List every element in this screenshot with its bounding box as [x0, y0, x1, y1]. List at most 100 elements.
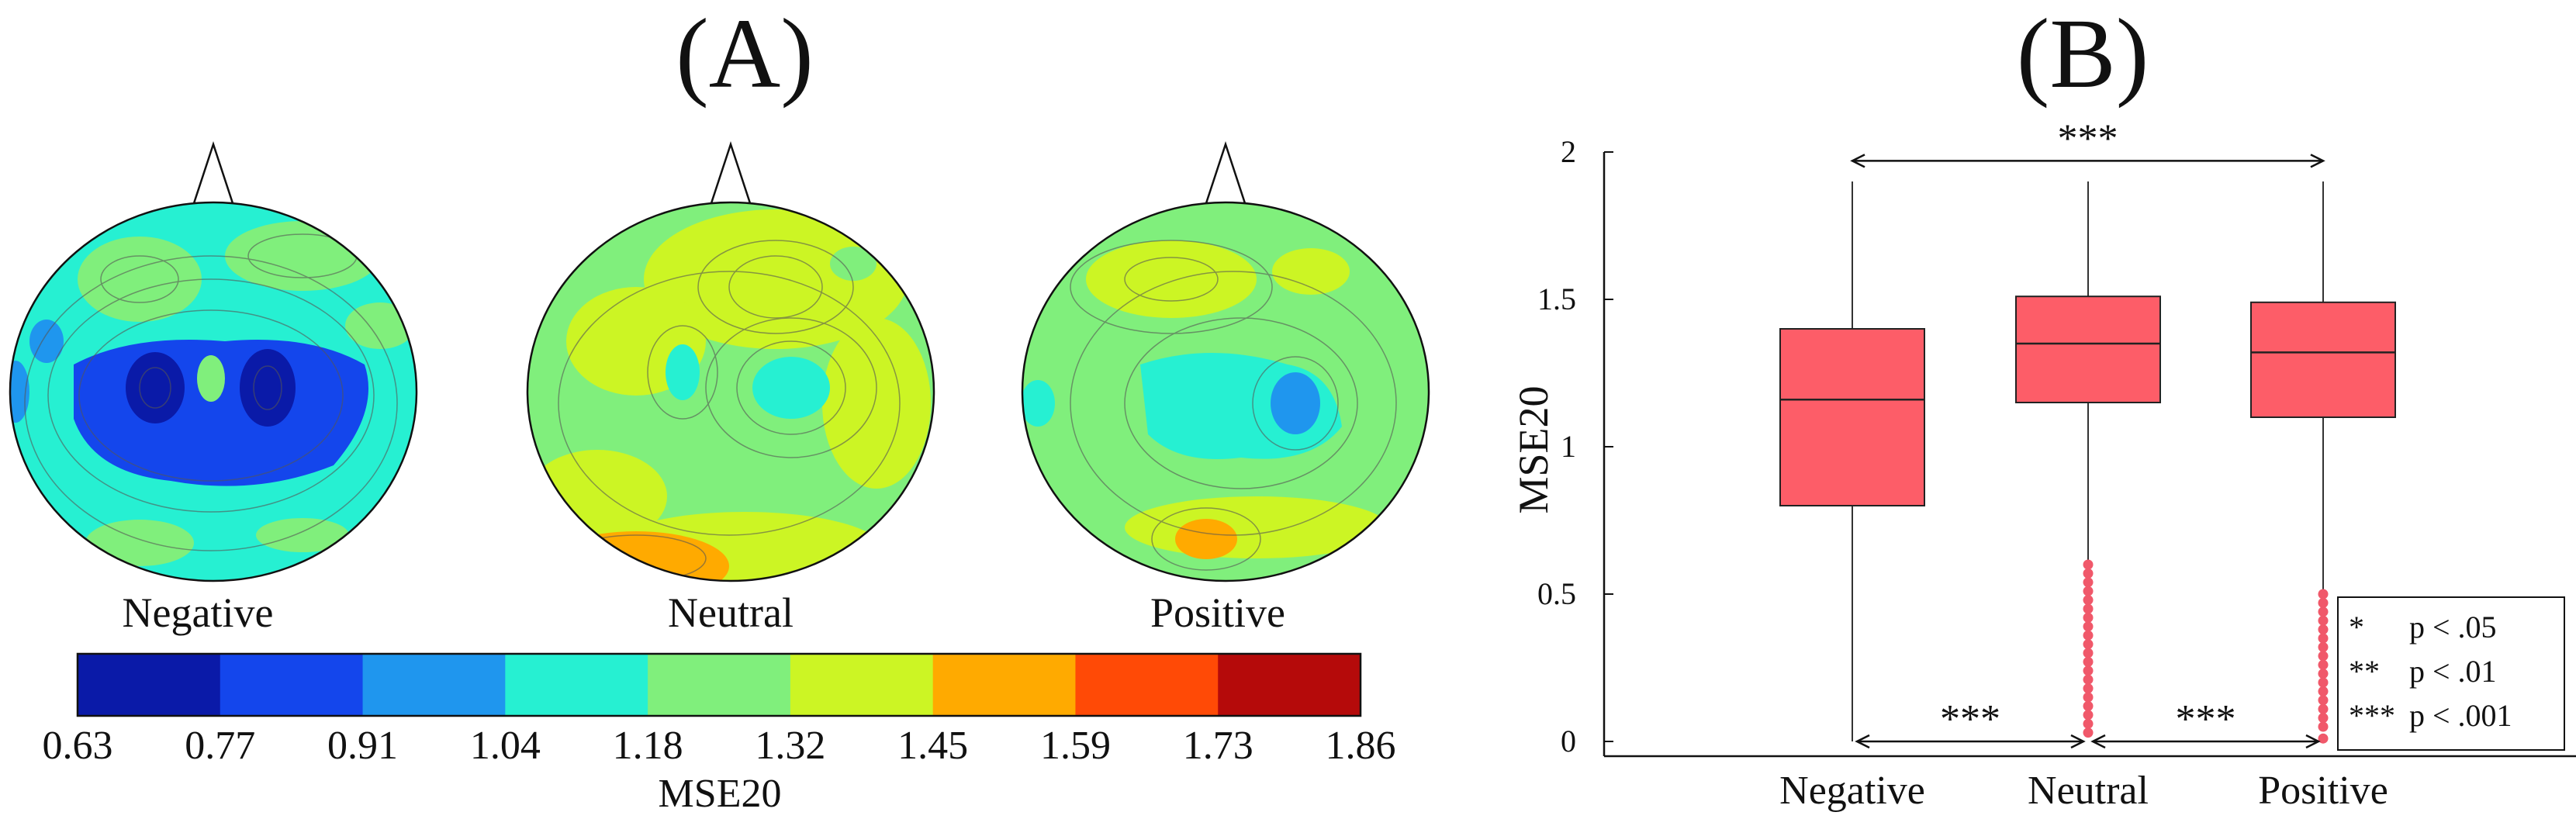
- outlier-point: [2083, 568, 2094, 579]
- colorbar-label: MSE20: [659, 772, 782, 816]
- significance-label: ***: [2176, 697, 2236, 741]
- colorbar-cells: [78, 654, 1361, 716]
- topomap-negative: Negative: [9, 140, 418, 636]
- outlier-point: [2318, 659, 2329, 670]
- significance-legend: * p < .05 ** p < .01 *** p < .001: [2337, 596, 2565, 751]
- outlier-point: [2083, 639, 2094, 650]
- outlier-point: [2083, 612, 2094, 623]
- legend-stars: ***: [2349, 698, 2395, 733]
- colorbar-cell: [220, 654, 364, 716]
- colorbar-cell: [790, 654, 934, 716]
- outlier-point: [2083, 648, 2094, 658]
- legend-text: p < .001: [2409, 698, 2512, 733]
- outlier-point: [2083, 577, 2094, 588]
- colorbar-cell: [1075, 654, 1219, 716]
- significance-label: ***: [2058, 116, 2118, 161]
- outlier-point: [2318, 651, 2329, 662]
- colorbar-tick-label: 1.86: [1326, 724, 1396, 768]
- legend-frame: [2337, 596, 2565, 751]
- colorbar-tick-label: 1.45: [897, 724, 968, 768]
- significance-arrow: [2305, 734, 2321, 749]
- outlier-point: [2318, 633, 2329, 644]
- colorbar-tick-label: 0.63: [43, 724, 113, 768]
- chart-title: (B): [2017, 0, 2149, 109]
- map-label-positive: Positive: [1150, 589, 1285, 636]
- outlier-point: [2083, 621, 2094, 632]
- colorbar: 0.63 0.77 0.91 1.04 1.18 1.32 1.45 1.59 1.73 1.86…: [43, 652, 1396, 816]
- colorbar-tick-label: 0.91: [327, 724, 398, 768]
- legend-stars: *: [2349, 610, 2364, 644]
- outlier-point: [2318, 615, 2329, 626]
- nose-marker: [192, 140, 234, 205]
- colorbar-cell: [362, 654, 506, 716]
- outlier-point: [2083, 692, 2094, 703]
- outlier-point: [2083, 630, 2094, 641]
- y-tick-label: 2: [1561, 134, 1576, 169]
- y-axis-label: MSE20: [1510, 385, 1557, 513]
- x-tick-label: Neutral: [2028, 769, 2149, 813]
- significance-arrow: [1850, 154, 1865, 168]
- panel-a-label: (A): [676, 0, 814, 109]
- colorbar-tick-label: 1.59: [1040, 724, 1111, 768]
- map-label-neutral: Neutral: [668, 589, 794, 636]
- colorbar-tick-label: 1.73: [1183, 724, 1253, 768]
- outlier-point: [2083, 603, 2094, 614]
- significance-arrow: [1855, 734, 1870, 749]
- outlier-point: [2083, 586, 2094, 596]
- outlier-point: [2318, 641, 2329, 652]
- box-neutral: [2015, 295, 2161, 404]
- colorbar-tick-label: 1.18: [613, 724, 683, 768]
- nose-marker: [1205, 140, 1247, 205]
- colorbar-tick-label: 1.04: [470, 724, 541, 768]
- legend-stars: **: [2349, 654, 2380, 689]
- topomap-positive: Positive: [1021, 140, 1430, 636]
- outlier-point: [2083, 559, 2094, 570]
- y-tick-label: 1.5: [1537, 282, 1576, 316]
- outlier-point: [2318, 703, 2329, 714]
- outlier-point: [2318, 597, 2329, 608]
- significance-arrow: [2070, 734, 2086, 749]
- outlier-point: [2318, 624, 2329, 635]
- colorbar-cell: [932, 654, 1076, 716]
- outlier-point: [2318, 713, 2329, 724]
- outlier-point: [2318, 721, 2329, 732]
- y-tick-label: 1: [1561, 429, 1576, 464]
- outlier-point: [2083, 727, 2094, 738]
- y-tick-label: 0.5: [1537, 576, 1576, 611]
- significance-arrow: [2310, 154, 2325, 168]
- colorbar-cell: [78, 654, 221, 716]
- outlier-point: [2083, 718, 2094, 729]
- nose-marker: [710, 140, 752, 205]
- outlier-point: [2318, 606, 2329, 617]
- panel-a: (A): [9, 0, 1430, 816]
- legend-text: p < .05: [2409, 610, 2497, 644]
- colorbar-tick-label: 0.77: [185, 724, 255, 768]
- significance-label: ***: [1940, 697, 2000, 741]
- map-label-negative: Negative: [123, 589, 274, 636]
- significance-arrow: [2090, 734, 2106, 749]
- outlier-point: [2318, 686, 2329, 696]
- outlier-point: [2083, 683, 2094, 694]
- box-negative: [1779, 328, 1925, 506]
- outlier-point: [2318, 733, 2329, 744]
- outlier-point: [2083, 595, 2094, 606]
- outlier-point: [2083, 674, 2094, 685]
- colorbar-cell: [1218, 654, 1361, 716]
- x-tick-label: Positive: [2258, 769, 2388, 813]
- outlier-point: [2318, 677, 2329, 688]
- outlier-point: [2083, 656, 2094, 667]
- outlier-point: [2083, 710, 2094, 721]
- y-tick-label: 0: [1561, 724, 1576, 759]
- colorbar-tick-label: 1.32: [755, 724, 825, 768]
- outlier-point: [2318, 589, 2329, 600]
- outlier-point: [2318, 695, 2329, 706]
- topomap-neutral: Neutral: [526, 140, 935, 636]
- x-tick-label: Negative: [1779, 769, 1925, 813]
- colorbar-cell: [505, 654, 648, 716]
- outlier-point: [2318, 669, 2329, 679]
- colorbar-frame: [76, 652, 1362, 717]
- colorbar-ticks: 0.63 0.77 0.91 1.04 1.18 1.32 1.45 1.59 1.73 1.86: [43, 724, 1396, 768]
- panel-b: (B) MSE20 0 0.5 1 1.5 2 Negative Neutral Positi…: [1510, 0, 2576, 813]
